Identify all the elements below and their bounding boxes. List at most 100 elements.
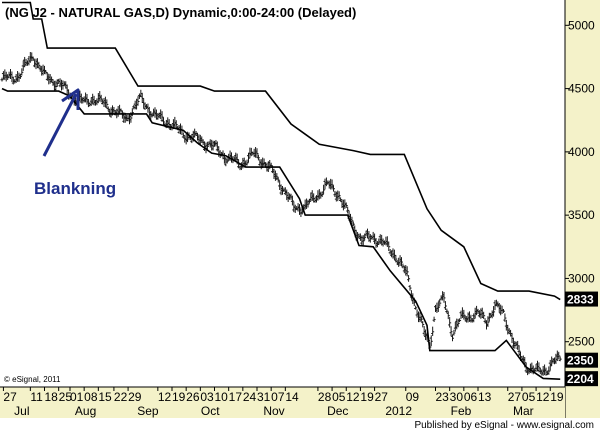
price-bar (408, 284, 412, 291)
x-month-label: Jul (14, 404, 29, 418)
arrow-icon (42, 88, 80, 157)
price-bar (445, 308, 449, 314)
price-bar (37, 61, 41, 69)
price-bar (181, 132, 185, 138)
chart-title: (NG J2 - NATURAL GAS,D) Dynamic,0:00-24:… (5, 5, 356, 20)
price-bar (205, 141, 209, 151)
x-day-label: 06 (464, 390, 478, 404)
x-day-label: 30 (450, 390, 464, 404)
x-month-label: Mar (513, 404, 534, 418)
price-bar (31, 56, 35, 62)
price-bar (547, 366, 551, 375)
price-bar (502, 309, 505, 313)
price-bar (438, 299, 442, 307)
price-bar (0, 77, 4, 82)
price-bar (256, 154, 260, 161)
price-chart: Blankning 2500 3000 3500 4000 4500 5000 2833 23… (0, 0, 600, 418)
price-bar (405, 266, 409, 277)
arrow-head (61, 88, 80, 110)
x-day-label: 09 (406, 390, 420, 404)
x-day-label: 18 (45, 390, 59, 404)
price-label-text: 2833 (567, 293, 594, 307)
price-label-box (565, 291, 598, 307)
x-day-label: 22 (114, 390, 128, 404)
x-day-label: 27 (508, 390, 522, 404)
y-axis: 2500 3000 3500 4000 4500 5000 2833 2350 2204 (564, 0, 600, 418)
arrow-shaft (42, 93, 78, 157)
x-day-label: 23 (436, 390, 450, 404)
price-bar (482, 311, 486, 319)
price-label: 2350 (565, 352, 598, 368)
price-bar (432, 316, 436, 322)
x-day-label: 08 (84, 390, 98, 404)
price-bar (446, 311, 450, 320)
price-bars (0, 52, 562, 376)
x-month-label: Aug (75, 404, 96, 418)
price-bar (558, 356, 562, 362)
price-bar (322, 184, 326, 195)
x-day-label: 11 (30, 390, 43, 404)
price-bar (448, 317, 452, 328)
price-bar (456, 318, 460, 328)
x-day-label: 14 (285, 390, 299, 404)
x-day-label: 07 (271, 390, 285, 404)
price-bar (332, 185, 335, 192)
price-bar (387, 241, 391, 251)
annotation-label: Blankning (34, 179, 116, 198)
footer-text: Published by eSignal - www.esignal.com (414, 420, 594, 431)
price-bar (255, 148, 259, 158)
price-bar (429, 335, 433, 347)
price-label-text: 2350 (567, 354, 594, 368)
x-day-label: 17 (229, 390, 243, 404)
lower-channel-line (1, 87, 561, 380)
price-label: 2204 (565, 371, 598, 387)
copyright-text: © eSignal, 2011 (4, 375, 61, 384)
x-day-label: 19 (550, 390, 564, 404)
price-bar (451, 334, 454, 342)
x-day-label: 12 (158, 390, 172, 404)
x-day-label: 10 (215, 390, 229, 404)
price-bar (557, 351, 561, 360)
price-bar (400, 257, 403, 267)
price-bar (344, 202, 348, 209)
price-bar (414, 305, 418, 310)
price-bar (452, 329, 456, 336)
price-bar (346, 206, 350, 214)
x-day-label: 26 (186, 390, 200, 404)
x-month-label: Oct (201, 404, 220, 418)
footer-bar: Published by eSignal - www.esignal.com (0, 418, 600, 434)
price-label: 2833 (565, 291, 598, 307)
price-bar (290, 195, 294, 206)
x-day-label: 31 (257, 390, 271, 404)
x-day-label: 27 (3, 390, 17, 404)
price-bar (245, 159, 249, 166)
price-label-box (565, 352, 598, 368)
price-bar (407, 275, 411, 282)
price-label-text: 2204 (567, 372, 594, 386)
annotation-group: Blankning (34, 88, 116, 198)
price-bar (225, 158, 229, 164)
price-bar (449, 326, 453, 337)
x-day-label: 25 (59, 390, 73, 404)
x-day-label: 19 (360, 390, 374, 404)
x-day-label: 29 (128, 390, 142, 404)
price-bar (276, 177, 280, 183)
x-day-label: 27 (375, 390, 389, 404)
y-tick-label: 4500 (568, 82, 595, 96)
price-bar (443, 301, 447, 310)
x-day-label: 12 (536, 390, 550, 404)
x-month-label: Dec (327, 404, 348, 418)
x-month-label: Feb (451, 404, 472, 418)
price-bar (462, 309, 466, 320)
price-bar (419, 315, 423, 322)
x-month-label: Sep (137, 404, 159, 418)
price-bar (136, 96, 140, 106)
x-day-label: 15 (98, 390, 112, 404)
price-bar (174, 120, 178, 129)
price-channel (1, 1, 561, 380)
x-day-label: 05 (522, 390, 536, 404)
x-day-label: 01 (70, 390, 84, 404)
price-bar (421, 320, 425, 328)
